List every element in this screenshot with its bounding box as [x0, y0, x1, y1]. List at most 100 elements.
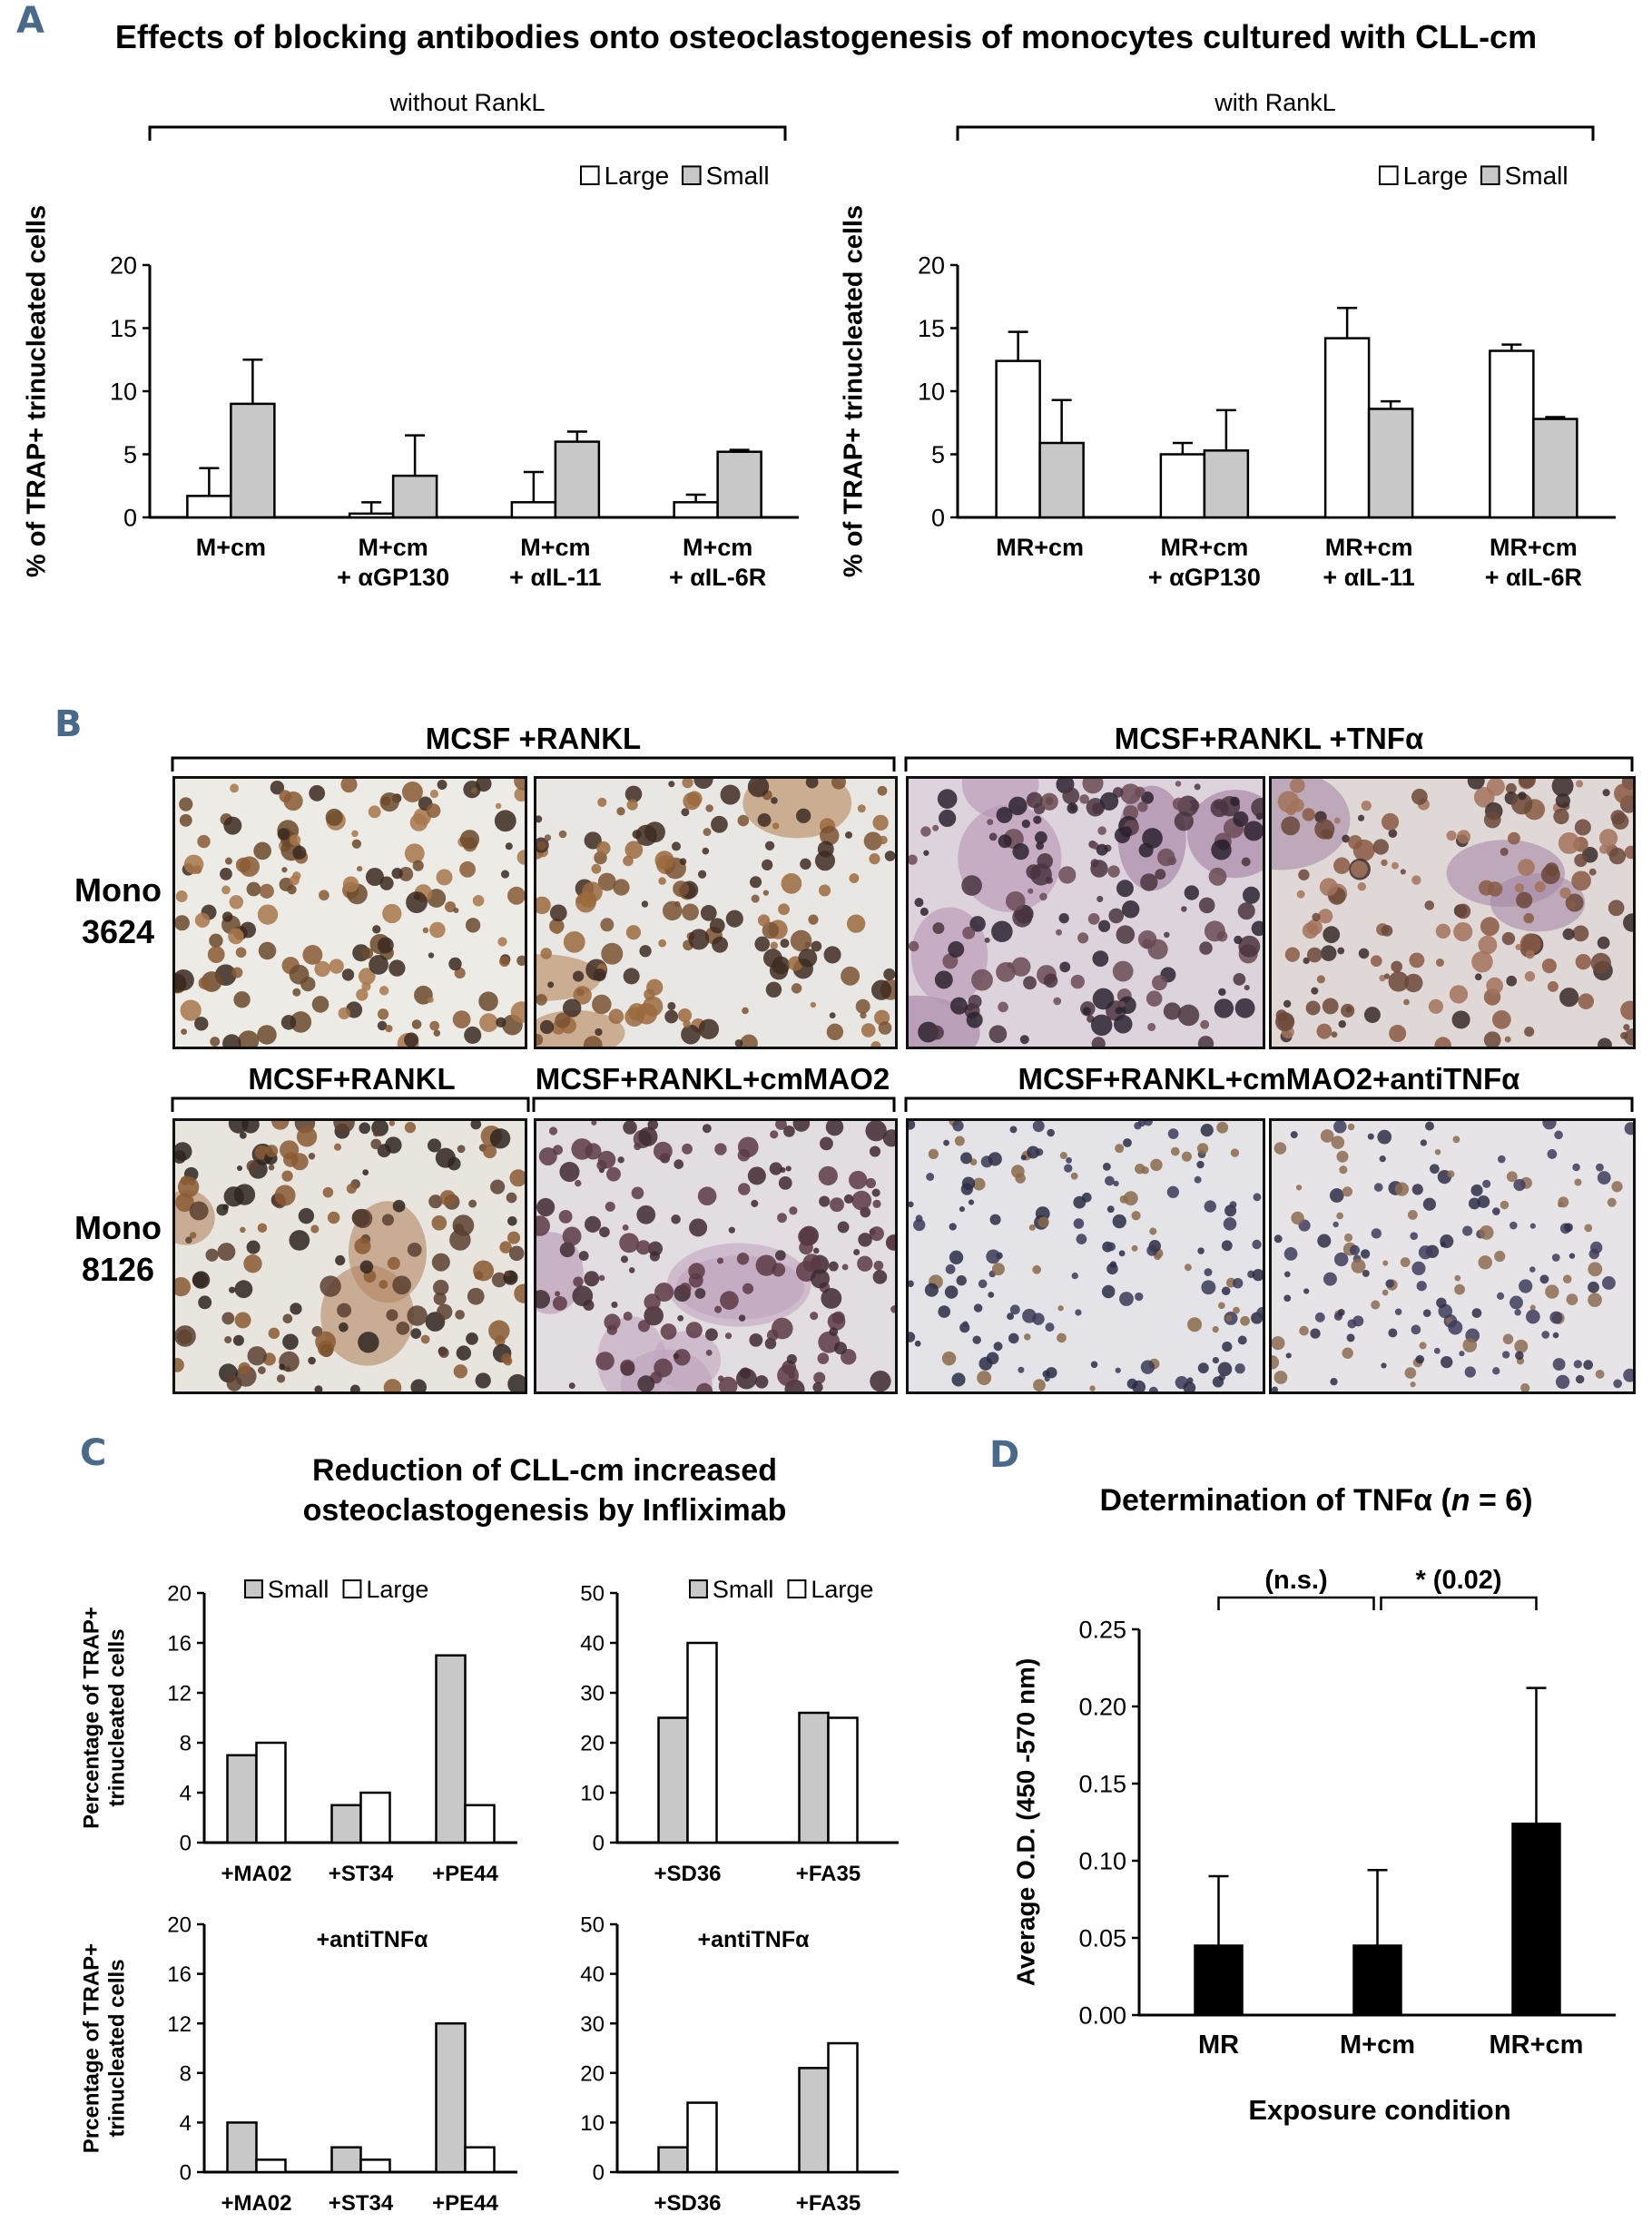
bar-large-st34 — [359, 1791, 391, 1844]
cell-dot — [702, 1124, 712, 1134]
cell-dot — [1474, 973, 1482, 981]
significance-bracket — [1217, 1596, 1375, 1610]
cell-dot — [734, 1038, 743, 1047]
cell-dot — [1005, 890, 1026, 911]
cell-dot — [1064, 1164, 1073, 1173]
cell-dot — [808, 914, 819, 925]
cell-dot — [468, 1199, 477, 1208]
cell-dot — [954, 1136, 965, 1146]
cell-dot — [909, 1332, 916, 1342]
cell-dot — [404, 1032, 419, 1047]
cell-dot — [735, 1368, 757, 1390]
category-label: +PE44 — [432, 2191, 498, 2216]
cell-dot — [786, 1353, 797, 1365]
cell-dot — [1342, 834, 1351, 843]
cell-dot — [1009, 1304, 1020, 1315]
cell-dot — [1434, 1037, 1451, 1047]
cell-dot — [1379, 1155, 1386, 1163]
cell-dot — [879, 835, 888, 845]
cell-dot — [210, 1037, 221, 1047]
cell-dot — [1411, 788, 1428, 805]
cell-dot — [1492, 1367, 1500, 1375]
cell-dot — [490, 1179, 506, 1195]
cell-dot — [698, 1018, 720, 1040]
cell-dot — [949, 1223, 957, 1231]
cell-dot — [1043, 973, 1058, 988]
cell-dot — [1197, 1247, 1205, 1254]
cell-dot — [1524, 1027, 1535, 1037]
cell-dot — [1218, 1302, 1225, 1310]
cell-dot — [1020, 1155, 1027, 1161]
cell-dot — [1383, 973, 1391, 979]
cell-dot — [1091, 1037, 1106, 1047]
cell-dot — [1140, 873, 1158, 891]
cell-dot — [279, 790, 292, 802]
y-tick-label: 50 — [580, 1582, 605, 1607]
cell-dot — [1141, 791, 1155, 804]
cell-dot — [224, 857, 232, 865]
cell-dot — [810, 1312, 819, 1321]
panel-d-title: Determination of TNFα (n = 6) — [1099, 1483, 1533, 1518]
cell-dot — [571, 1138, 594, 1160]
cell-dot — [222, 1034, 241, 1047]
cell-dot — [929, 1025, 944, 1040]
cell-dot — [1137, 801, 1148, 812]
cell-dot — [382, 903, 402, 924]
cell-dot — [817, 1352, 830, 1364]
cell-dot — [435, 1147, 456, 1168]
panel-c-title-line2: osteoclastogenesis by Infliximab — [302, 1493, 787, 1528]
cell-dot — [224, 1335, 232, 1344]
cell-dot — [813, 1372, 826, 1384]
cell-dot — [1622, 913, 1633, 932]
cell-dot — [1184, 1263, 1192, 1272]
cell-dot — [909, 854, 918, 865]
legend-label: Small — [713, 1576, 774, 1603]
cell-dot — [872, 814, 889, 831]
cell-dot — [872, 1270, 888, 1284]
cell-dot — [475, 1372, 491, 1389]
micrograph-mono3624-mcsf-rankl-2 — [534, 776, 898, 1049]
cell-dot — [1033, 1379, 1046, 1391]
cell-dot — [1562, 1274, 1572, 1283]
cell-dot — [499, 956, 510, 968]
cell-dot — [277, 828, 290, 841]
bar-series-1-pe44 — [464, 2146, 496, 2174]
cell-dot — [1494, 1250, 1506, 1263]
cell-dot — [749, 1332, 763, 1347]
cell-dot — [368, 805, 381, 819]
cell-dot — [369, 955, 388, 975]
cell-dot — [1026, 864, 1041, 880]
cell-dot — [871, 1188, 880, 1197]
cell-dot — [536, 1290, 551, 1309]
cell-dot — [1216, 930, 1228, 942]
cell-dot — [308, 1356, 316, 1365]
cell-dot — [1144, 1121, 1153, 1126]
cell-dot — [356, 865, 363, 872]
cell-dot — [792, 1121, 811, 1132]
y-tick-label: 40 — [580, 1632, 605, 1657]
cell-dot — [849, 1170, 868, 1190]
y-tick-label: 4 — [180, 2111, 192, 2136]
cell-dot — [810, 1001, 817, 1008]
cell-dot — [1225, 1314, 1233, 1322]
legend-swatch — [1480, 165, 1500, 185]
cell-dot — [1303, 957, 1310, 965]
cell-dot — [932, 922, 945, 935]
cell-dot — [702, 847, 710, 855]
cell-dot — [742, 1283, 754, 1294]
cell-dot — [1289, 779, 1305, 793]
cell-dot — [1486, 977, 1503, 995]
cell-dot — [1575, 780, 1584, 788]
cell-dot — [1471, 950, 1493, 973]
cell-dot — [1008, 1332, 1019, 1344]
cell-dot — [1462, 1338, 1478, 1352]
category-label: M+cm — [358, 534, 428, 561]
cell-dot — [846, 914, 866, 933]
cell-dot — [637, 1320, 651, 1332]
cell-dot — [381, 1214, 394, 1226]
cell-dot — [1510, 792, 1533, 815]
bar-large-ma02 — [255, 1741, 287, 1844]
cell-dot — [1482, 1179, 1491, 1188]
cell-dot — [373, 1130, 379, 1137]
cell-dot — [410, 1328, 422, 1340]
